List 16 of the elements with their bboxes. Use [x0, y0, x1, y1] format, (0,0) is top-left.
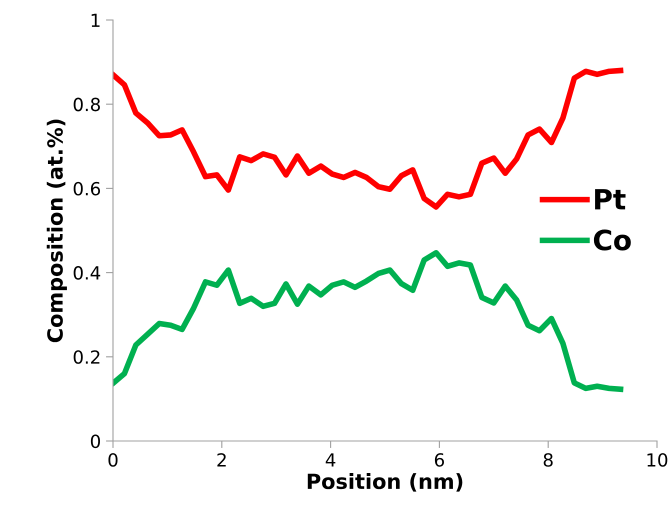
x-tick-label: 6 — [434, 453, 444, 467]
x-tick-label: 2 — [217, 453, 226, 467]
x-axis-title: Position (nm) — [308, 473, 462, 492]
x-tick-label: 4 — [326, 453, 336, 467]
x-tick-label: 10 — [647, 453, 668, 467]
legend-label: Co — [594, 230, 631, 251]
y-tick-label: 0.6 — [74, 182, 100, 196]
y-tick-label: 0.8 — [74, 98, 100, 112]
y-tick-label: 0.4 — [74, 266, 100, 280]
y-tick-label: 0 — [90, 434, 100, 448]
y-tick-label: 0.2 — [74, 350, 100, 364]
y-axis-title: Composition (at.%) — [46, 120, 67, 342]
x-tick-label: 0 — [108, 453, 118, 467]
legend-label: Pt — [595, 189, 626, 210]
y-tick-label: 1 — [92, 14, 100, 27]
x-tick-label: 8 — [544, 453, 553, 467]
